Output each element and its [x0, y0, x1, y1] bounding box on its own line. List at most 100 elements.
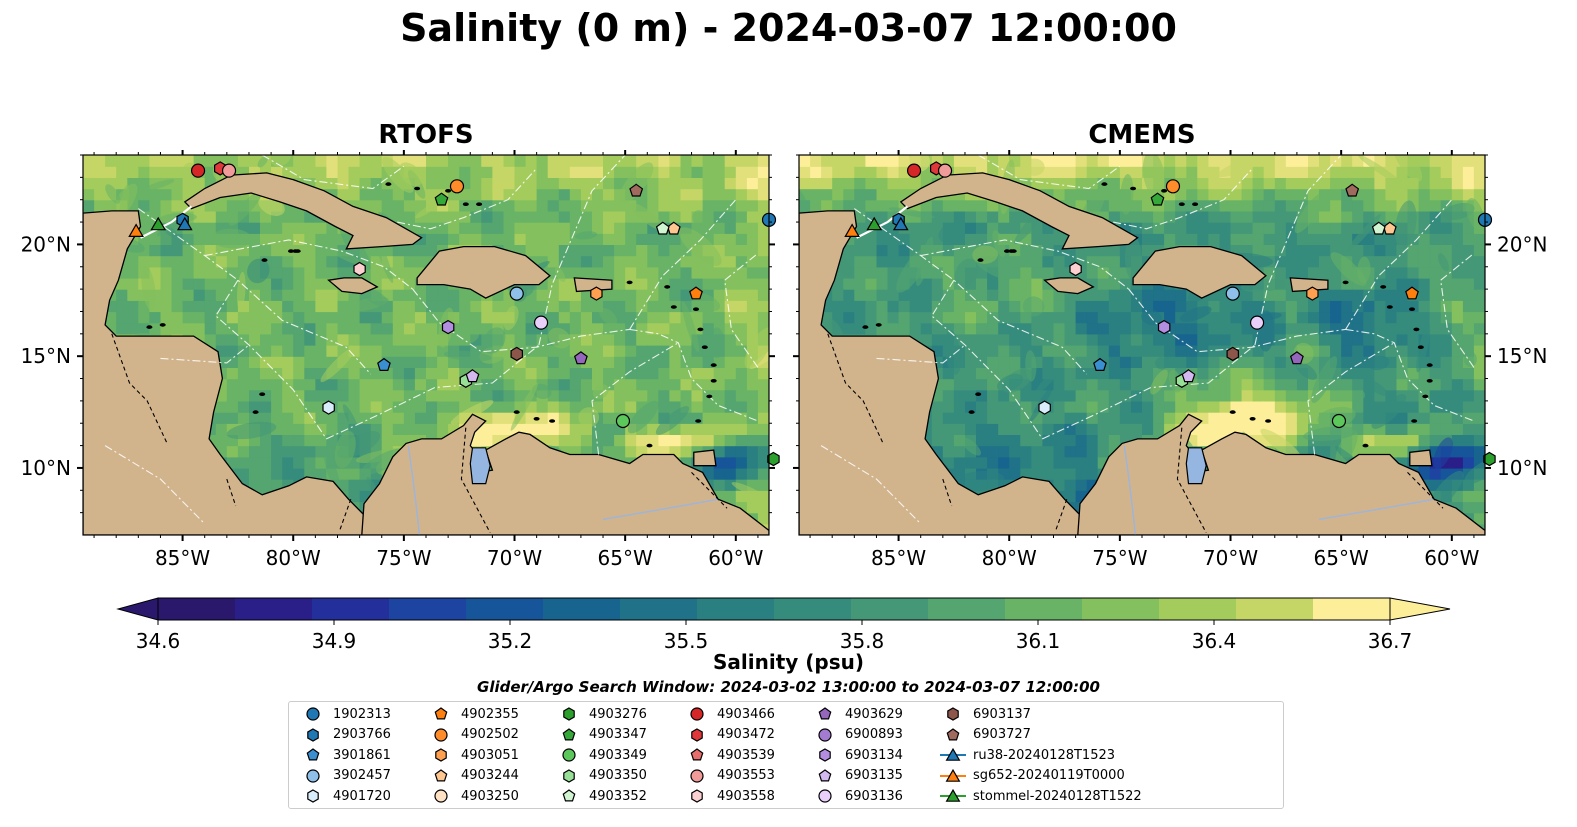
colorbar-tick-label: 36.4: [1192, 629, 1237, 650]
marker-4903466: [690, 707, 704, 721]
colorbar-extend-low: [116, 597, 159, 621]
legend-item: 4903472: [683, 725, 775, 745]
marker-4903472: [691, 727, 703, 742]
colorbar-tick-label: 35.2: [488, 629, 533, 650]
legend-item: stommel-20240128T1522: [939, 786, 1142, 806]
marker-6903134: [819, 748, 831, 762]
legend-item: 4903539: [683, 745, 775, 765]
land-south: [1077, 413, 1485, 535]
marker-4903350: [563, 768, 575, 783]
marker-4903347: [1150, 192, 1165, 206]
marker-4903466: [190, 163, 206, 178]
legend-label: 4903250: [461, 788, 519, 804]
figure-title: Salinity (0 m) - 2024-03-07 12:00:00: [400, 6, 1177, 50]
x-tick-label: 70°W: [1203, 546, 1258, 570]
legend-item: 6903135: [811, 766, 903, 786]
map-body: [83, 155, 769, 535]
marker-6903137: [947, 707, 959, 721]
marker-4902502: [449, 179, 465, 194]
marker-6903137: [1226, 346, 1240, 362]
colorbar-segment: [543, 598, 621, 620]
legend: 1902313 2903766 3901861 3902457 4901720 49023…: [288, 701, 1284, 809]
y-tick-label: 10°N: [21, 456, 71, 480]
legend-label: 3901861: [333, 747, 391, 763]
legend-item: 6900893: [811, 725, 903, 745]
marker-4903347: [562, 727, 576, 740]
y-tick-label: 10°N: [1497, 456, 1547, 480]
colorbar-tick-label: 36.1: [1016, 629, 1061, 650]
marker-4903276: [1483, 451, 1496, 467]
legend-item: 4902502: [427, 725, 519, 745]
colorbar-segment: [851, 598, 929, 620]
legend-label: sg652-20240119T0000: [973, 768, 1125, 783]
land-jamaica: [1043, 277, 1095, 295]
legend-item: 1902313: [299, 704, 391, 724]
marker-4903349: [562, 748, 576, 762]
legend-label: 4901720: [333, 788, 391, 804]
colorbar-segment: [1082, 598, 1160, 620]
marker-stommel-20240128T1522: [945, 788, 961, 802]
legend-label: stommel-20240128T1522: [973, 788, 1142, 804]
legend-item: ru38-20240128T1523: [939, 745, 1115, 765]
colorbar-segment: [466, 598, 544, 620]
marker-4901720: [307, 789, 319, 803]
marker-6903136: [533, 315, 549, 330]
legend-item: 4903276: [555, 704, 647, 724]
colorbar-segment: [1005, 598, 1083, 620]
legend-label: 4903276: [589, 706, 647, 722]
legend-item: 4903244: [427, 766, 519, 786]
marker-4903558: [691, 789, 703, 803]
legend-label: 6903134: [845, 747, 903, 763]
marker-sg652-20240119T0000: [945, 768, 961, 782]
legend-label: 4903553: [717, 768, 775, 783]
colorbar-segment: [389, 598, 467, 620]
x-tick-label: 85°W: [155, 546, 210, 570]
marker-4903051: [1306, 286, 1319, 301]
marker-4902502: [434, 727, 448, 742]
marker-4903347: [434, 192, 449, 206]
x-tick-label: 65°W: [1314, 546, 1369, 570]
legend-item: 4903350: [555, 766, 647, 786]
legend-label: 6903137: [973, 706, 1031, 722]
legend-item: 4902355: [427, 704, 519, 724]
legend-label: 4903472: [717, 727, 775, 742]
legend-label: ru38-20240128T1523: [973, 747, 1116, 763]
marker-3902457: [1225, 286, 1240, 301]
marker-sg652-20240119T0000: [128, 223, 144, 238]
marker-4903558: [353, 261, 366, 277]
marker-4903352: [562, 789, 576, 802]
marker-6903727: [946, 727, 960, 740]
legend-label: 2903766: [333, 727, 391, 742]
legend-label: 4903352: [589, 788, 647, 804]
legend-item: 6903137: [939, 704, 1031, 724]
land-cuba: [183, 172, 423, 250]
land-trinidad: [693, 449, 717, 467]
marker-4903250: [434, 789, 448, 803]
legend-label: 6903135: [845, 768, 903, 783]
legend-item: 6903134: [811, 745, 903, 765]
land-hispaniola: [1132, 245, 1267, 299]
colorbar-segment: [1159, 598, 1237, 620]
x-tick-label: 60°W: [1424, 546, 1479, 570]
marker-6900893: [818, 727, 832, 742]
colorbar-segment: [928, 598, 1006, 620]
colorbar-extend-high: [1389, 597, 1451, 621]
legend-item: 4903051: [427, 745, 519, 765]
marker-6903136: [818, 789, 832, 803]
colorbar-segment: [697, 598, 775, 620]
marker-4903276: [563, 707, 575, 721]
legend-label: 4903539: [717, 747, 775, 763]
marker-6903727: [1345, 183, 1360, 197]
search-window-note: Glider/Argo Search Window: 2024-03-02 13…: [477, 678, 1100, 696]
marker-3901861: [377, 357, 391, 371]
land-hispaniola: [416, 245, 551, 299]
marker-3902457: [306, 768, 320, 783]
marker-4903553: [221, 163, 237, 178]
panel-title-cmems: CMEMS: [1088, 120, 1196, 150]
land-jamaica: [327, 277, 379, 295]
legend-item: 4903352: [555, 786, 647, 806]
land-puertorico: [573, 277, 613, 293]
marker-4903051: [435, 748, 447, 762]
legend-label: 4903347: [589, 727, 647, 742]
y-tick-label: 15°N: [21, 344, 71, 368]
